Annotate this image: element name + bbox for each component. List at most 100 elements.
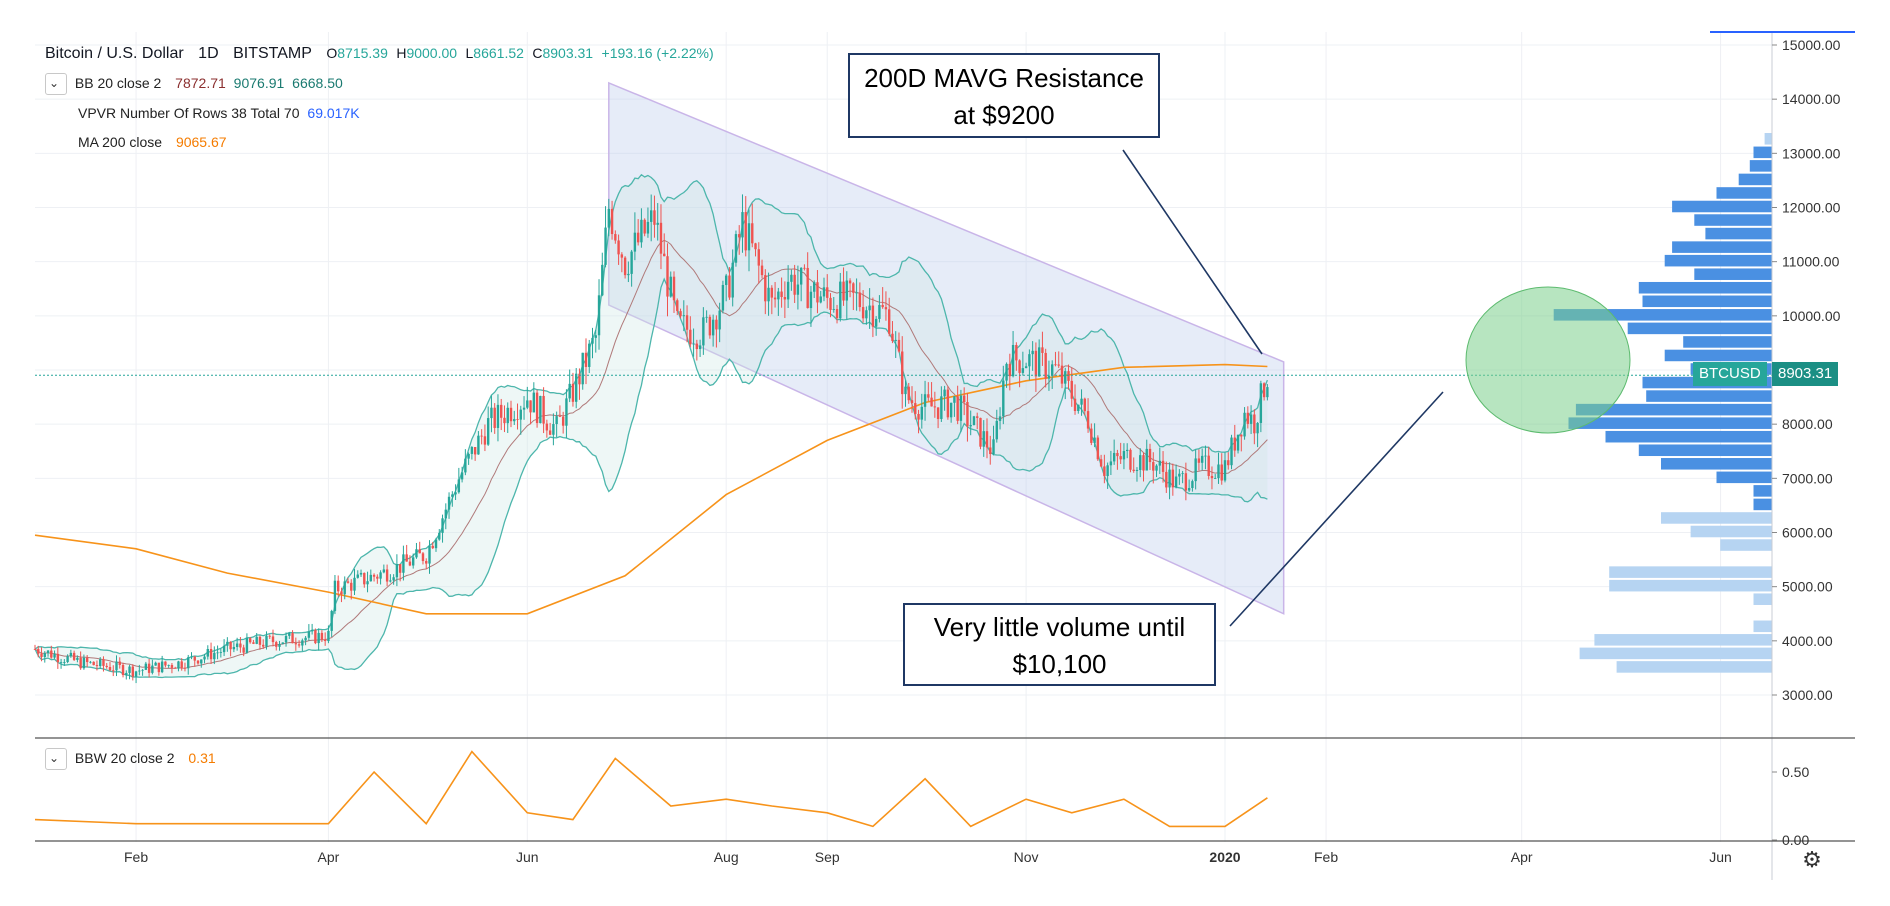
- price-candle: [340, 587, 343, 603]
- price-candle: [529, 400, 532, 425]
- price-candles: [33, 194, 1269, 684]
- price-candle: [728, 267, 731, 300]
- price-candle: [858, 282, 862, 312]
- volume-profile-bar: [1683, 336, 1772, 348]
- price-candle: [1109, 450, 1113, 476]
- price-candle: [33, 644, 37, 650]
- price-candle: [493, 403, 496, 434]
- price-candle: [317, 628, 320, 651]
- price-candle: [434, 537, 438, 552]
- price-candle: [718, 302, 721, 343]
- price-candle: [711, 314, 715, 347]
- price-candle: [415, 542, 418, 559]
- collapse-legend-button[interactable]: ⌄: [45, 73, 67, 95]
- price-candle: [646, 207, 650, 238]
- price-candle: [1093, 423, 1096, 448]
- price-candle: [46, 650, 50, 657]
- x-tick-label: Jun: [1709, 849, 1732, 865]
- price-candle: [1064, 367, 1067, 400]
- price-candle: [438, 529, 441, 541]
- price-candle: [343, 576, 346, 600]
- resistance-line2: at $9200: [953, 100, 1055, 130]
- volume-profile-bar: [1664, 254, 1772, 267]
- price-candle: [245, 633, 249, 654]
- price-candle: [1246, 406, 1250, 429]
- price-candle: [376, 574, 379, 584]
- price-candle: [679, 308, 682, 319]
- volume-profile-bar: [1753, 620, 1772, 633]
- price-candle: [1129, 448, 1132, 473]
- price-candle: [881, 287, 884, 309]
- price-candle: [601, 252, 604, 297]
- price-candle: [568, 369, 571, 403]
- price-candle: [751, 203, 754, 248]
- volume-annotation: Very little volume until $10,100: [903, 603, 1216, 686]
- collapse-bbw-button[interactable]: ⌄: [45, 748, 67, 770]
- price-candle: [1119, 442, 1122, 464]
- price-candle: [1214, 474, 1217, 480]
- price-candle: [1158, 447, 1161, 475]
- price-candle: [943, 385, 946, 411]
- price-candle: [1125, 443, 1129, 459]
- settings-gear-icon[interactable]: ⚙: [1802, 847, 1822, 872]
- price-candle: [871, 297, 875, 338]
- x-tick-label: Jun: [516, 849, 539, 865]
- price-candle: [594, 329, 597, 353]
- y-tick-label: 5000.00: [1782, 579, 1833, 595]
- price-candle: [777, 287, 780, 316]
- price-candle: [1086, 398, 1090, 433]
- price-candle: [1080, 389, 1083, 416]
- price-candle: [89, 660, 92, 664]
- price-candle: [734, 230, 738, 267]
- price-candle: [398, 563, 402, 582]
- price-candle: [50, 645, 53, 659]
- price-candle: [451, 491, 454, 507]
- volume-profile-bar: [1753, 146, 1772, 159]
- price-candle: [868, 288, 871, 329]
- price-candle: [441, 514, 444, 543]
- price-candle: [1083, 397, 1087, 416]
- price-candle: [901, 336, 904, 409]
- volume-profile-bar: [1605, 430, 1772, 443]
- price-candle: [79, 651, 82, 670]
- price-candle: [327, 625, 330, 644]
- price-candle: [982, 420, 985, 457]
- price-candle: [721, 280, 725, 314]
- price-candle: [1139, 448, 1142, 478]
- price-candle: [1060, 352, 1064, 389]
- price-candle: [1168, 462, 1171, 500]
- price-candle: [532, 382, 536, 413]
- price-candle: [115, 655, 118, 677]
- price-candle: [363, 572, 366, 588]
- price-candle: [144, 661, 148, 671]
- volume-profile-bar: [1720, 539, 1772, 551]
- price-candle: [242, 644, 245, 657]
- price-candle: [213, 646, 216, 665]
- price-candle: [1200, 448, 1204, 471]
- price-candle: [138, 664, 141, 676]
- price-candle: [431, 541, 434, 550]
- price-candle: [1217, 452, 1220, 484]
- price-candle: [1051, 360, 1054, 389]
- price-candle: [506, 402, 509, 434]
- price-candle: [314, 628, 317, 645]
- price-candle: [190, 652, 193, 660]
- price-candle: [1184, 462, 1188, 501]
- price-candle: [1230, 434, 1233, 470]
- price-candle: [411, 553, 415, 569]
- price-candle: [786, 265, 790, 309]
- volume-profile-bar: [1661, 512, 1772, 524]
- volume-profile-bar: [1749, 160, 1772, 172]
- price-candle: [288, 632, 291, 639]
- price-candle: [760, 259, 764, 279]
- price-candle: [1099, 454, 1103, 468]
- price-candle: [724, 273, 728, 302]
- price-candle: [1067, 364, 1070, 390]
- price-candle: [128, 664, 131, 680]
- price-candle: [1152, 452, 1155, 484]
- ma-name: MA 200 close: [78, 134, 163, 150]
- price-candle: [796, 265, 800, 310]
- price-candle: [203, 653, 206, 664]
- interval[interactable]: 1D: [198, 45, 219, 62]
